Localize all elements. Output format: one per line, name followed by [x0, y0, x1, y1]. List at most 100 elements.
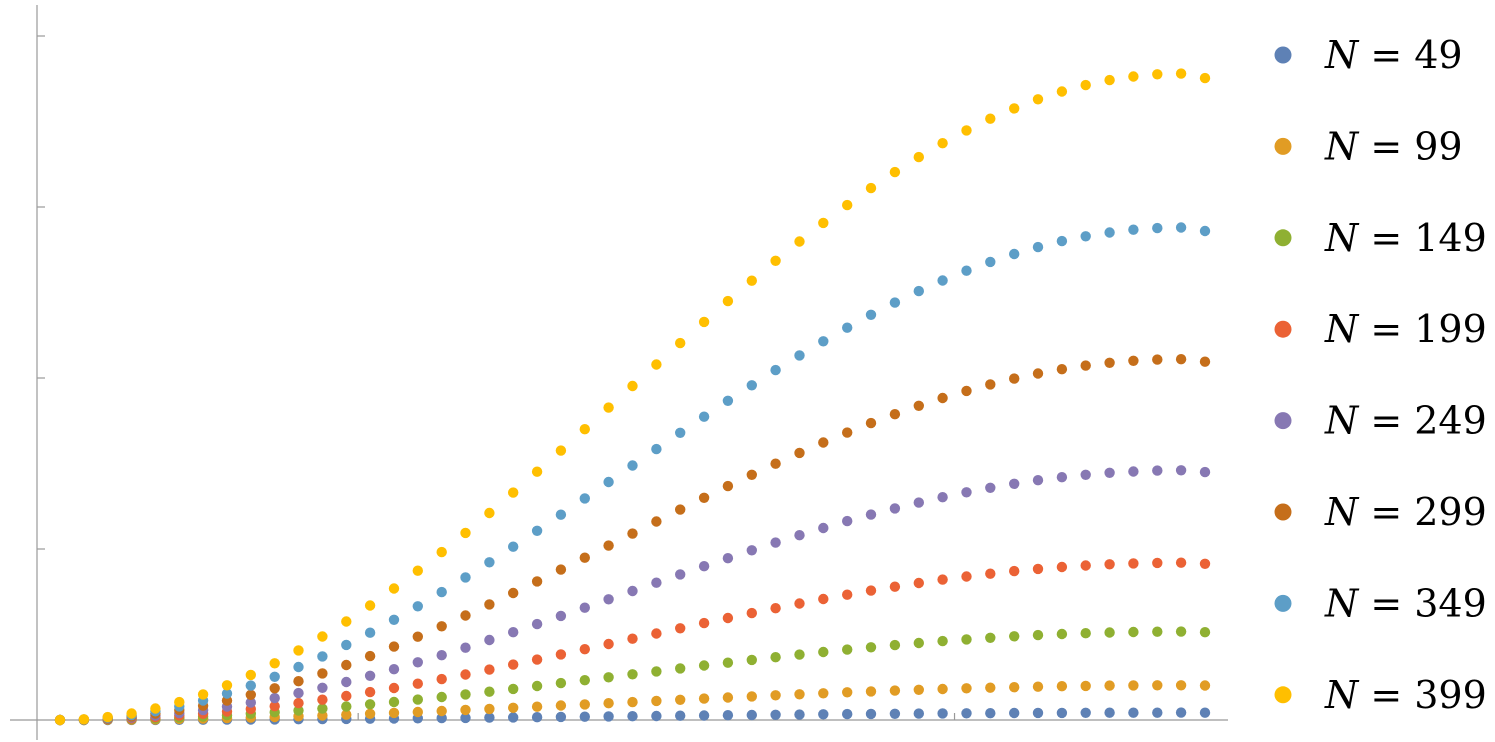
- data-point: [388, 583, 400, 594]
- data-point: [531, 701, 543, 712]
- data-point: [341, 659, 352, 671]
- data-point: [675, 337, 686, 349]
- data-point: [865, 642, 877, 653]
- data-point: [1032, 563, 1044, 575]
- data-point: [293, 645, 304, 656]
- data-point: [961, 634, 972, 645]
- data-point: [579, 424, 590, 435]
- data-point: [603, 698, 614, 709]
- data-point: [1128, 558, 1139, 569]
- data-point: [1175, 68, 1187, 79]
- data-point: [603, 711, 614, 722]
- data-point: [269, 701, 280, 712]
- legend-item: N = 349: [1274, 581, 1487, 625]
- data-point: [1128, 71, 1139, 82]
- data-point: [1175, 354, 1187, 365]
- data-point: [1128, 466, 1139, 477]
- data-point: [889, 166, 901, 178]
- data-point: [913, 285, 924, 297]
- legend-label: N = 49: [1324, 33, 1463, 77]
- data-point: [269, 683, 280, 694]
- data-point: [317, 694, 328, 705]
- data-point: [651, 443, 662, 455]
- data-point: [603, 540, 614, 551]
- data-point: [293, 697, 304, 709]
- data-point: [531, 680, 543, 692]
- data-point: [746, 607, 757, 619]
- data-point: [985, 379, 996, 390]
- data-point: [937, 275, 948, 286]
- data-point: [102, 711, 113, 723]
- data-point: [675, 623, 686, 634]
- data-point: [794, 649, 805, 660]
- data-point: [317, 631, 328, 642]
- data-point: [460, 704, 471, 716]
- data-point: [1080, 707, 1091, 718]
- data-point: [412, 706, 423, 718]
- data-point: [1032, 475, 1044, 486]
- data-point: [770, 652, 781, 663]
- data-point: [937, 683, 948, 695]
- data-point: [364, 670, 376, 681]
- data-point: [460, 642, 471, 653]
- data-point: [961, 385, 972, 397]
- data-point: [1104, 357, 1115, 368]
- data-point: [197, 689, 209, 700]
- data-point: [1080, 560, 1091, 571]
- data-point: [484, 712, 495, 723]
- data-point: [412, 565, 423, 576]
- data-point: [722, 395, 734, 406]
- legend-item: N = 249: [1274, 399, 1487, 443]
- data-point: [579, 675, 590, 686]
- data-point: [818, 336, 829, 347]
- data-point: [746, 545, 757, 556]
- data-point: [341, 639, 352, 651]
- data-point: [508, 487, 519, 498]
- data-point: [1032, 629, 1044, 641]
- data-point: [746, 275, 757, 286]
- data-point: [579, 711, 590, 722]
- data-point: [913, 708, 924, 719]
- data-point: [746, 380, 757, 391]
- data-point: [627, 460, 638, 471]
- data-point: [460, 669, 471, 680]
- legend-item: N = 99: [1274, 124, 1463, 168]
- data-point: [842, 644, 853, 655]
- legend-item: N = 399: [1274, 673, 1487, 717]
- data-point: [269, 692, 280, 704]
- data-point: [675, 569, 686, 580]
- data-point: [508, 702, 519, 713]
- data-point: [842, 322, 853, 333]
- data-point: [698, 617, 710, 629]
- series-7: [54, 222, 1211, 726]
- data-point: [1199, 680, 1211, 691]
- data-point: [1104, 227, 1115, 238]
- data-point: [436, 586, 447, 598]
- data-point: [1056, 628, 1068, 640]
- data-point: [722, 612, 734, 624]
- data-point: [698, 316, 710, 328]
- data-point: [770, 255, 781, 266]
- data-point: [865, 686, 877, 697]
- data-point: [985, 708, 996, 719]
- data-point: [388, 664, 400, 675]
- data-point: [388, 707, 400, 719]
- data-point: [746, 469, 757, 480]
- data-point: [1199, 558, 1211, 569]
- data-point: [1152, 680, 1163, 691]
- data-point: [818, 593, 829, 605]
- data-point: [698, 411, 710, 422]
- data-point: [364, 708, 376, 719]
- data-point: [341, 676, 352, 688]
- data-point: [1104, 680, 1115, 691]
- data-point: [1199, 627, 1211, 638]
- data-point: [865, 708, 877, 720]
- data-point: [1152, 557, 1163, 569]
- data-point: [412, 678, 423, 689]
- data-point: [722, 657, 734, 668]
- data-point: [913, 151, 924, 163]
- data-point: [1152, 354, 1163, 365]
- legend-label: N = 99: [1324, 124, 1463, 168]
- data-point: [818, 646, 829, 658]
- data-point: [794, 530, 805, 541]
